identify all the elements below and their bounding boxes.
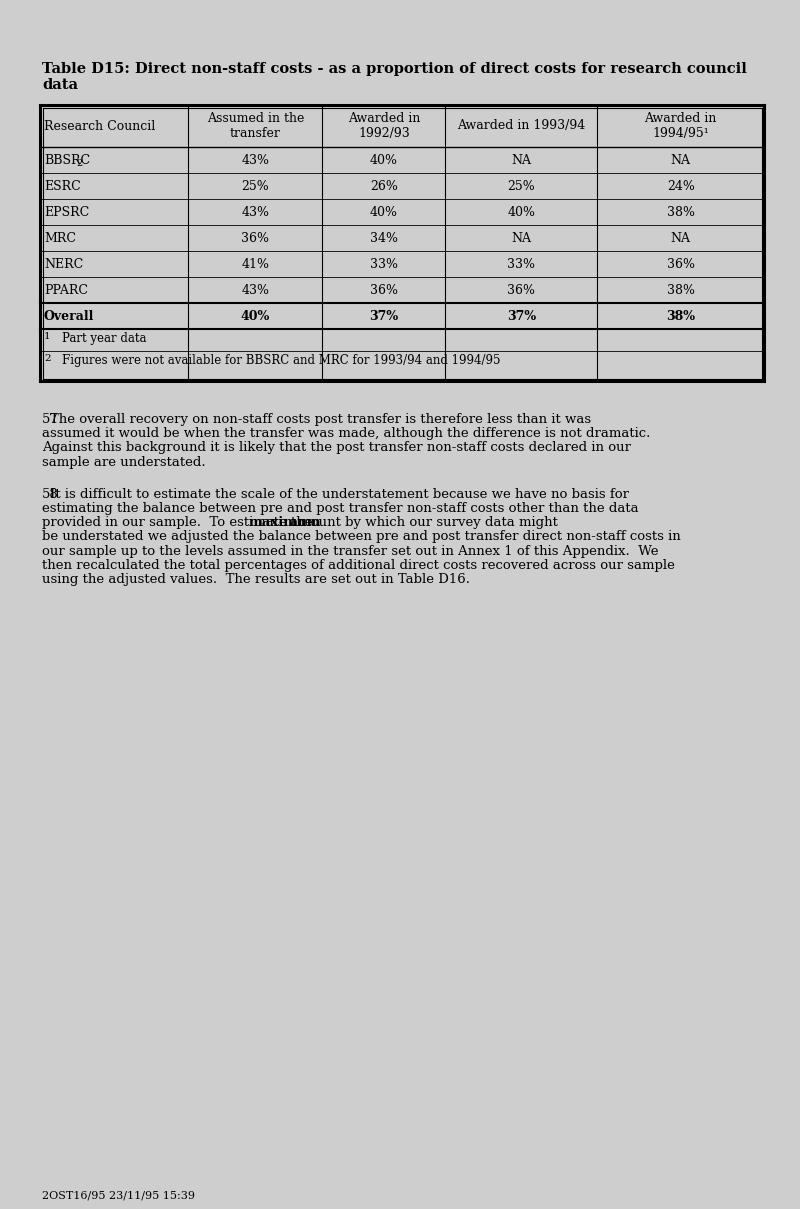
- Text: NA: NA: [670, 154, 690, 167]
- Text: assumed it would be when the transfer was made, although the difference is not d: assumed it would be when the transfer wa…: [42, 427, 650, 440]
- Text: 37%: 37%: [370, 310, 398, 323]
- Text: Awarded in 1993/94: Awarded in 1993/94: [458, 120, 586, 133]
- Text: our sample up to the levels assumed in the transfer set out in Annex 1 of this A: our sample up to the levels assumed in t…: [42, 544, 658, 557]
- Text: using the adjusted values.  The results are set out in Table D16.: using the adjusted values. The results a…: [42, 573, 470, 586]
- Text: be understated we adjusted the balance between pre and post transfer direct non-: be understated we adjusted the balance b…: [42, 531, 681, 543]
- Text: maximum: maximum: [249, 516, 322, 530]
- Text: 36%: 36%: [666, 258, 694, 271]
- Text: NA: NA: [511, 154, 531, 167]
- Text: data: data: [42, 79, 78, 92]
- Text: NERC: NERC: [44, 258, 83, 271]
- Text: 34%: 34%: [370, 231, 398, 244]
- Text: 43%: 43%: [242, 206, 270, 219]
- Text: Figures were not available for BBSRC and MRC for 1993/94 and 1994/95: Figures were not available for BBSRC and…: [62, 354, 501, 368]
- Text: 40%: 40%: [370, 206, 398, 219]
- Text: Table D15: Direct non-staff costs - as a proportion of direct costs for research: Table D15: Direct non-staff costs - as a…: [42, 62, 747, 76]
- Text: 36%: 36%: [507, 283, 535, 296]
- Text: estimating the balance between pre and post transfer non-staff costs other than : estimating the balance between pre and p…: [42, 502, 638, 515]
- Text: 58: 58: [42, 487, 58, 501]
- Text: BBSRC: BBSRC: [44, 154, 90, 167]
- Text: 26%: 26%: [370, 179, 398, 192]
- Text: Awarded in
1994/95¹: Awarded in 1994/95¹: [645, 112, 717, 140]
- Text: Awarded in
1992/93: Awarded in 1992/93: [348, 112, 420, 140]
- Text: NA: NA: [670, 231, 690, 244]
- Text: Assumed in the
transfer: Assumed in the transfer: [206, 112, 304, 140]
- Text: 25%: 25%: [507, 179, 535, 192]
- Text: then recalculated the total percentages of additional direct costs recovered acr: then recalculated the total percentages …: [42, 559, 675, 572]
- Text: 40%: 40%: [507, 206, 535, 219]
- Text: 43%: 43%: [242, 283, 270, 296]
- Text: NA: NA: [511, 231, 531, 244]
- Text: Overall: Overall: [44, 310, 94, 323]
- Text: It is difficult to estimate the scale of the understatement because we have no b: It is difficult to estimate the scale of…: [50, 487, 629, 501]
- Text: Against this background it is likely that the post transfer non-staff costs decl: Against this background it is likely tha…: [42, 441, 631, 455]
- Text: Research Council: Research Council: [44, 120, 155, 133]
- Text: 37%: 37%: [507, 310, 536, 323]
- Text: 41%: 41%: [242, 258, 270, 271]
- Text: 36%: 36%: [370, 283, 398, 296]
- Text: EPSRC: EPSRC: [44, 206, 90, 219]
- Text: 2: 2: [44, 354, 50, 363]
- Text: 2OST16/95 23/11/95 15:39: 2OST16/95 23/11/95 15:39: [42, 1190, 195, 1201]
- Text: ESRC: ESRC: [44, 179, 81, 192]
- Text: sample are understated.: sample are understated.: [42, 456, 206, 469]
- Text: 33%: 33%: [507, 258, 535, 271]
- Text: 40%: 40%: [241, 310, 270, 323]
- Text: provided in our sample.  To estimate the: provided in our sample. To estimate the: [42, 516, 317, 530]
- Text: 36%: 36%: [242, 231, 270, 244]
- Text: 40%: 40%: [370, 154, 398, 167]
- Text: 57: 57: [42, 413, 59, 426]
- Text: 38%: 38%: [666, 283, 694, 296]
- Text: 38%: 38%: [666, 310, 695, 323]
- Text: The overall recovery on non-staff costs post transfer is therefore less than it : The overall recovery on non-staff costs …: [50, 413, 591, 426]
- Text: 38%: 38%: [666, 206, 694, 219]
- Text: 24%: 24%: [667, 179, 694, 192]
- Text: 2: 2: [76, 160, 82, 168]
- Text: Part year data: Part year data: [62, 332, 146, 345]
- Text: 33%: 33%: [370, 258, 398, 271]
- Text: MRC: MRC: [44, 231, 76, 244]
- Text: PPARC: PPARC: [44, 283, 88, 296]
- Text: amount by which our survey data might: amount by which our survey data might: [286, 516, 558, 530]
- Text: 43%: 43%: [242, 154, 270, 167]
- Text: 1: 1: [44, 332, 50, 341]
- Text: 25%: 25%: [242, 179, 270, 192]
